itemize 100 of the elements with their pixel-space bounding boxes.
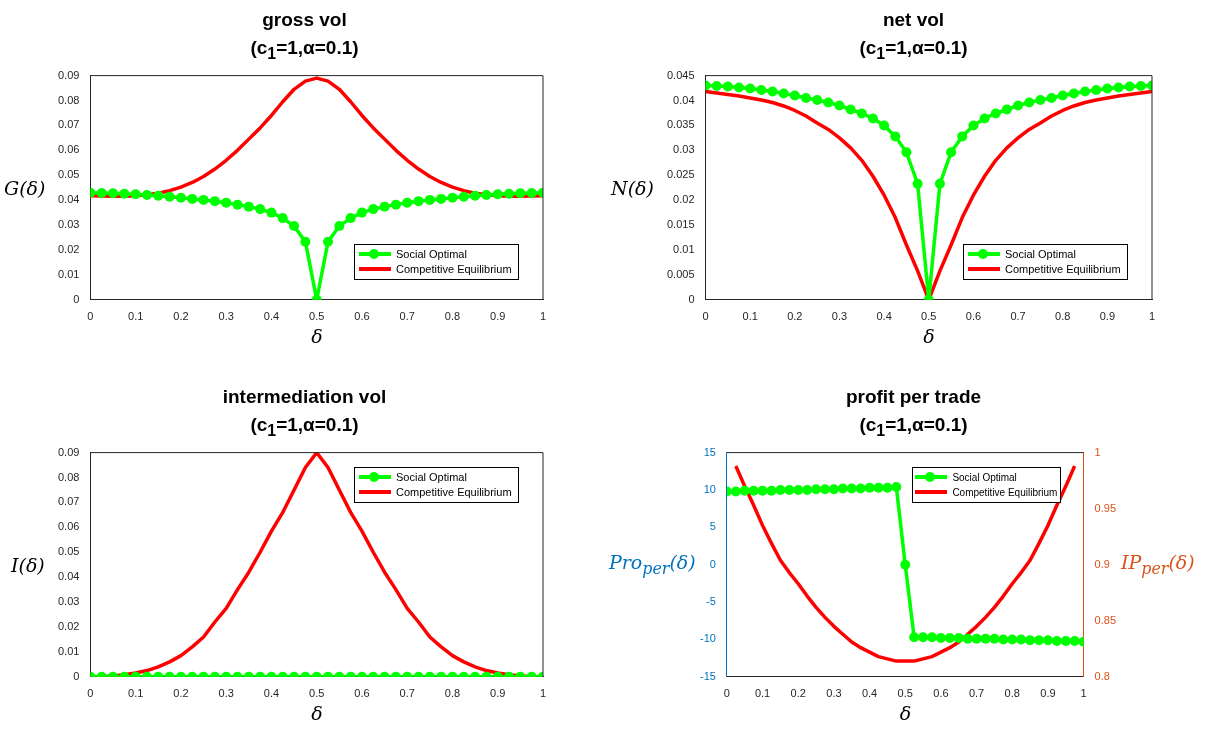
point	[232, 199, 243, 210]
x-tick-label: 0.4	[861, 687, 878, 700]
point	[989, 633, 1000, 644]
point	[882, 482, 893, 493]
x-tick-label: 0.1	[742, 310, 758, 323]
point	[900, 559, 911, 570]
y-tick-label: 0.09	[57, 445, 80, 458]
point	[198, 194, 209, 205]
chart-subtitle: (c$_{1}$=1,α=0.1)	[858, 36, 969, 64]
y-tick-label: 0.04	[57, 570, 80, 583]
y-tick-label: 0	[73, 292, 80, 305]
x-tick-label: 0.8	[1004, 687, 1020, 700]
point	[96, 187, 107, 198]
point	[957, 131, 968, 142]
legend-label: Social Optimal	[952, 471, 1017, 483]
x-axis-title: δ	[311, 702, 323, 724]
point	[356, 207, 367, 218]
x-tick-label: 0.7	[399, 687, 415, 700]
x-tick-label: 0.4	[876, 310, 892, 323]
x-tick-label: 0.3	[218, 687, 234, 700]
x-tick-label: 0	[87, 687, 94, 700]
legend-label: Competitive Equilibrium	[1005, 263, 1121, 276]
point	[413, 196, 424, 207]
y-tick-label: 0.08	[57, 93, 80, 106]
point	[828, 484, 839, 495]
y-tick-label: 0.09	[57, 68, 80, 81]
legend-label: Social Optimal	[396, 248, 467, 261]
y-tick-label: 0.06	[57, 143, 80, 156]
point	[962, 633, 973, 644]
x-tick-label: 0.3	[826, 687, 842, 700]
point	[1024, 97, 1035, 108]
point	[130, 189, 141, 200]
point	[119, 188, 130, 199]
chart-title: intermediation vol	[221, 385, 388, 409]
y-tick-label: 0.02	[57, 620, 80, 633]
point	[255, 204, 266, 215]
point	[1001, 104, 1012, 115]
x-tick-label: 0.7	[399, 310, 415, 323]
point	[1013, 100, 1024, 111]
y-tick-label: 0.04	[57, 193, 80, 206]
x-tick-label: 0.5	[309, 687, 325, 700]
y-tick-label: 0.03	[57, 595, 80, 608]
point	[812, 95, 823, 106]
y-tick-label: 0	[709, 557, 716, 570]
y-tick-label: 0.06	[57, 520, 80, 533]
point	[492, 189, 503, 200]
y-tick-label: 0.005	[667, 267, 695, 280]
x-tick-label: 1	[1080, 687, 1087, 700]
point	[1042, 635, 1053, 646]
chart-title: profit per trade	[844, 385, 983, 409]
x-tick-label: 0.7	[1010, 310, 1026, 323]
point	[379, 201, 390, 212]
chart-subtitle: (c$_{1}$=1,α=0.1)	[858, 413, 969, 441]
point	[990, 108, 1001, 119]
point	[470, 190, 481, 201]
y2-axis-title: IP$_{per}$(δ)	[1121, 551, 1195, 578]
y-tick-label: 0.07	[57, 495, 80, 508]
point	[873, 482, 884, 493]
point	[745, 83, 756, 94]
point	[1135, 81, 1146, 92]
point	[834, 100, 845, 111]
point	[766, 485, 777, 496]
legend-label: Competitive Equilibrium	[396, 486, 512, 499]
y-tick-label: 0.05	[57, 545, 80, 558]
point	[784, 484, 795, 495]
point	[722, 81, 733, 92]
y2-tick-label: 0.85	[1094, 613, 1117, 626]
point	[368, 204, 379, 215]
point	[1046, 93, 1057, 104]
point	[756, 85, 767, 96]
point	[221, 197, 232, 208]
point	[289, 221, 300, 232]
x-tick-label: 1	[539, 310, 547, 323]
y-tick-label: 5	[709, 520, 716, 533]
x-tick-label: 0.9	[1040, 687, 1056, 700]
point	[775, 484, 786, 495]
x-tick-label: 0.2	[173, 687, 189, 700]
x-tick-label: 0.9	[490, 687, 506, 700]
point	[1016, 634, 1027, 645]
point	[793, 484, 804, 495]
point	[855, 483, 866, 494]
y-tick-label: 0.01	[57, 644, 80, 657]
chart-subtitle: (c$_{1}$=1,α=0.1)	[249, 413, 360, 441]
point	[739, 485, 750, 496]
point	[153, 190, 164, 201]
point	[845, 104, 856, 115]
point	[734, 82, 745, 93]
y-tick-label: 10	[703, 483, 716, 495]
point	[1060, 635, 1071, 646]
legend-label: Competitive Equilibrium	[952, 486, 1058, 498]
point	[1007, 634, 1018, 645]
point	[819, 484, 830, 495]
point	[300, 236, 311, 247]
chart-subtitle: (c$_{1}$=1,α=0.1)	[249, 36, 360, 64]
x-tick-label: 0.6	[354, 310, 370, 323]
y-tick-label: 0	[688, 292, 695, 305]
point	[980, 633, 991, 644]
point	[912, 178, 923, 189]
point	[1113, 82, 1124, 93]
y-axis-title: G(δ)	[4, 176, 46, 199]
